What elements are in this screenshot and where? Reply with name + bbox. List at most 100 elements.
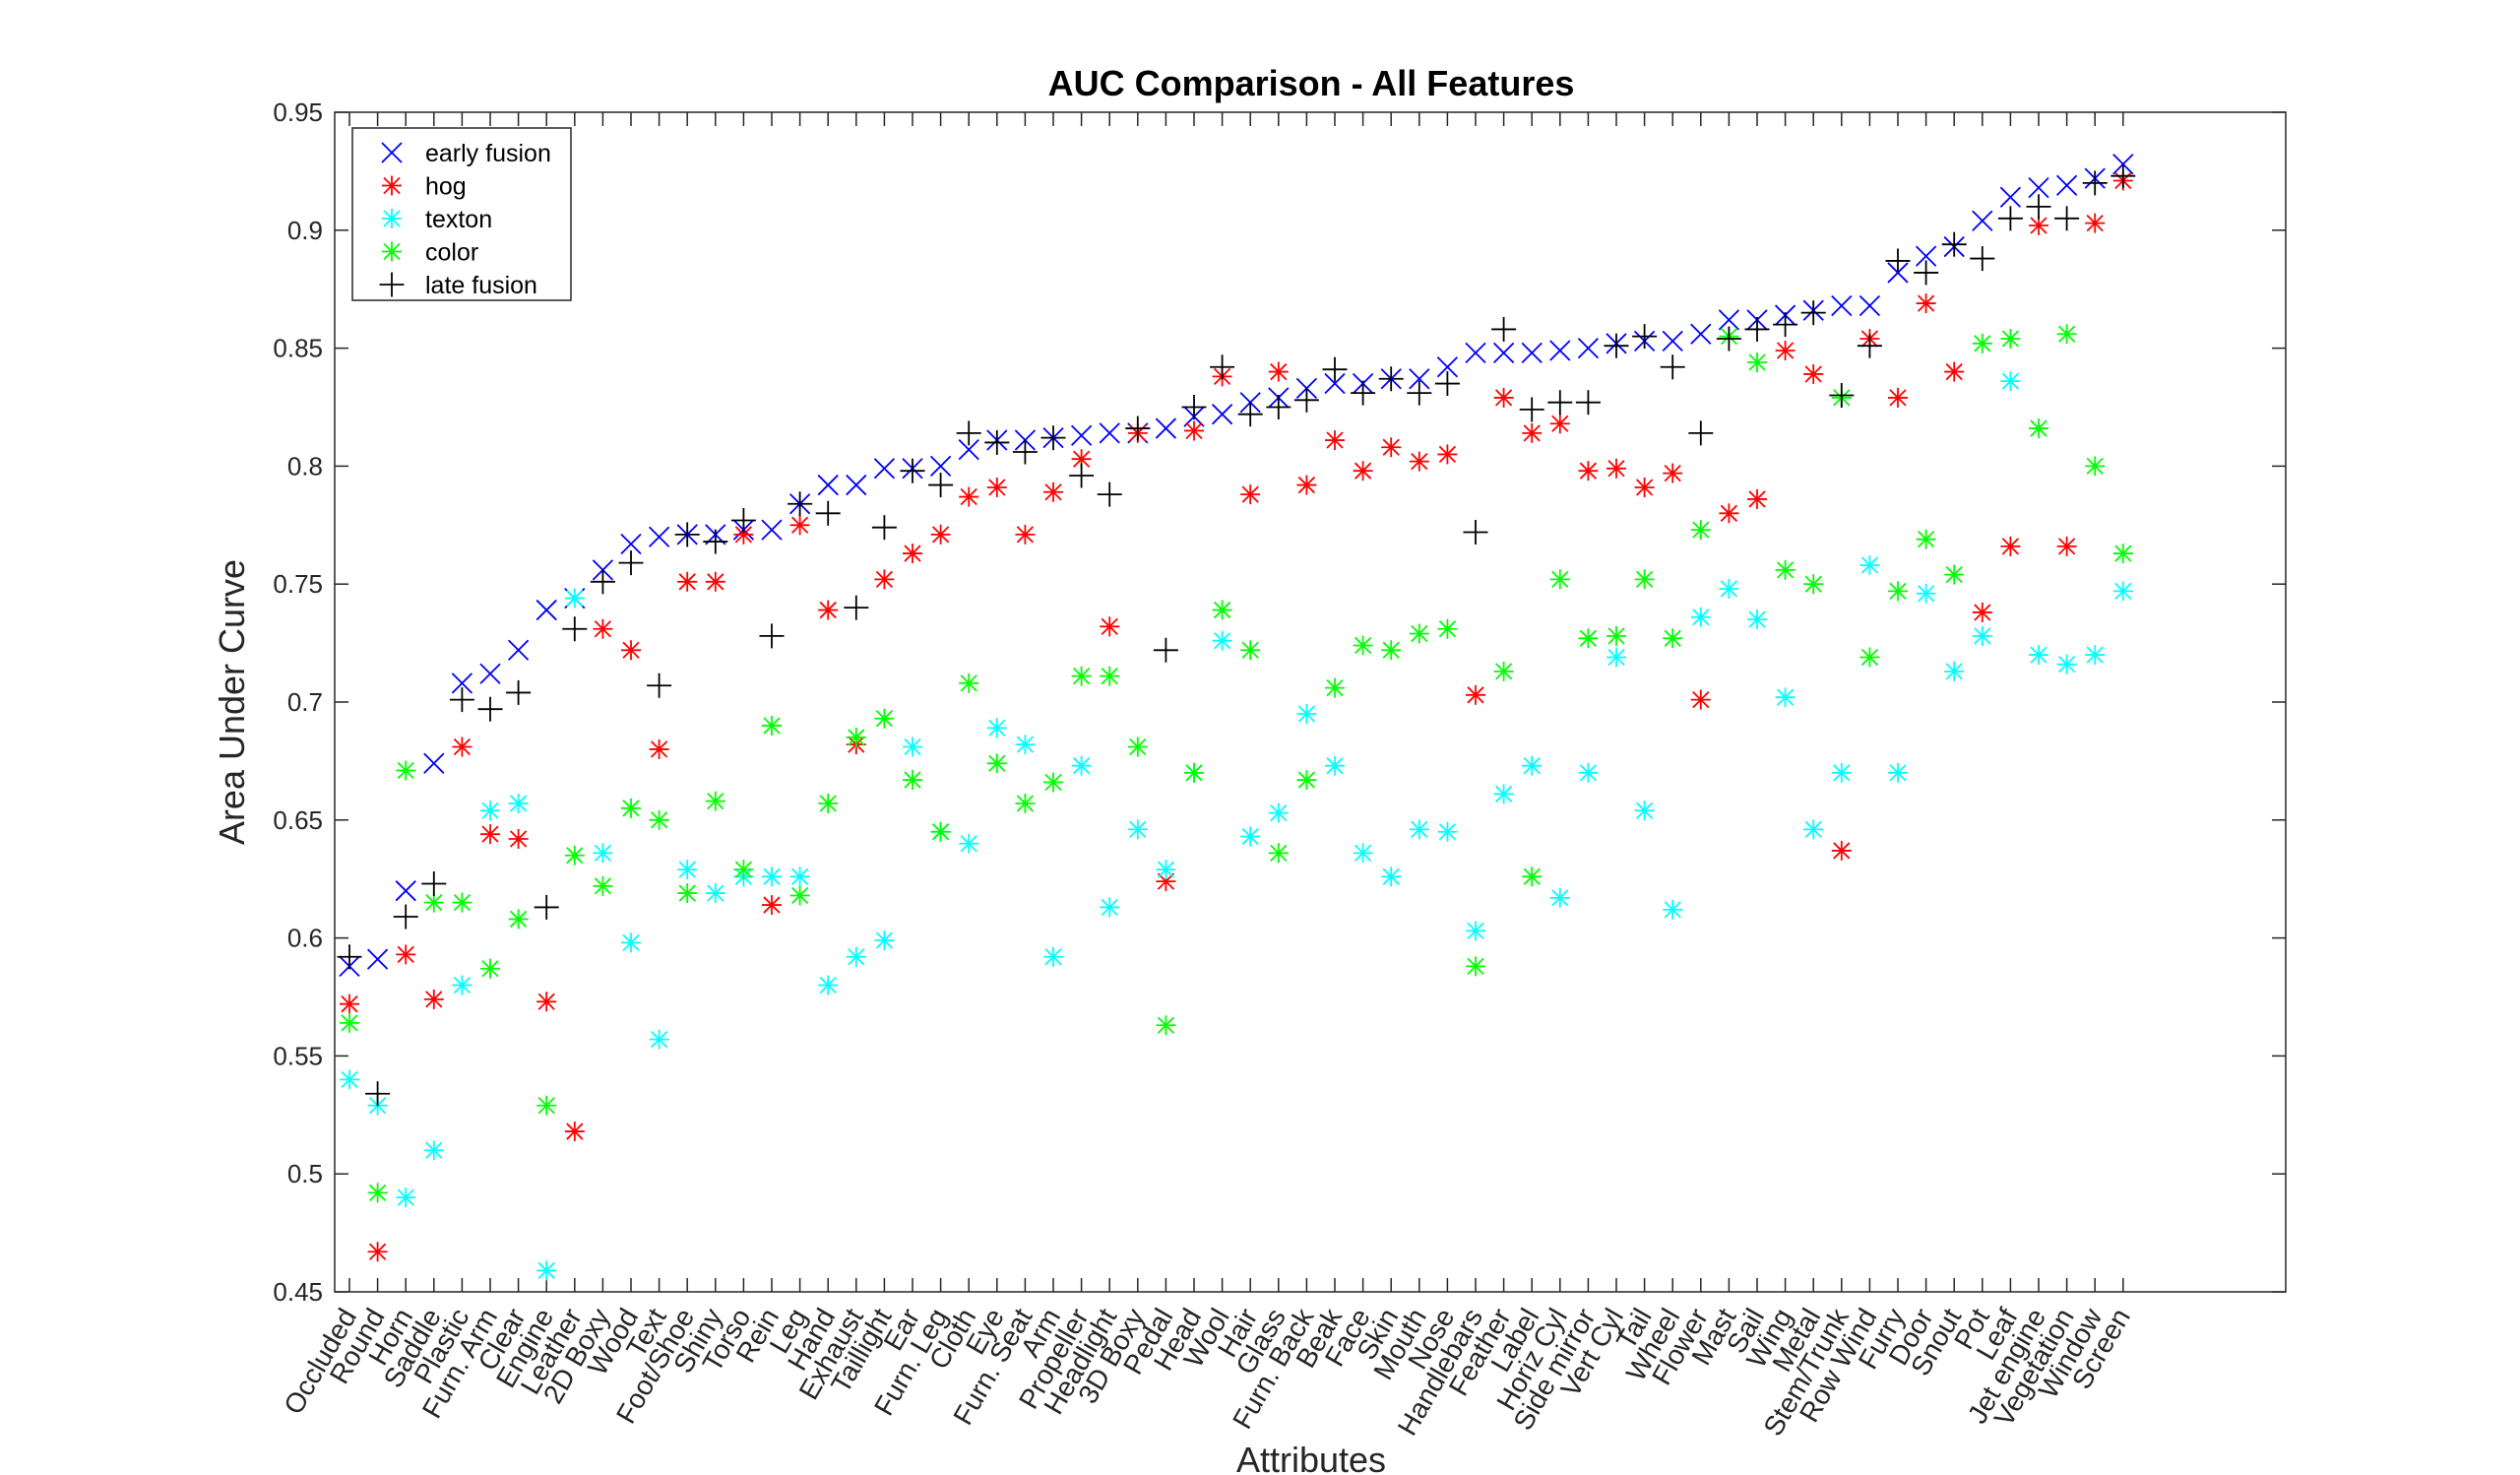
point-hog xyxy=(2056,536,2077,556)
legend-marker xyxy=(382,209,402,228)
point-texton xyxy=(1690,607,1711,627)
point-late-fusion xyxy=(1829,383,1855,409)
point-early-fusion xyxy=(479,663,501,684)
point-texton xyxy=(1634,801,1655,821)
point-texton xyxy=(959,833,979,854)
point-color xyxy=(1916,529,1936,549)
point-color xyxy=(959,673,979,693)
point-hog xyxy=(564,1122,585,1142)
point-texton xyxy=(903,737,922,757)
point-late-fusion xyxy=(703,529,728,554)
point-color xyxy=(1184,762,1204,783)
point-early-fusion xyxy=(1972,210,1993,231)
series-color xyxy=(340,324,2133,1203)
point-early-fusion xyxy=(1211,404,1233,425)
point-late-fusion xyxy=(1970,246,1995,272)
point-hog xyxy=(593,618,613,639)
point-color xyxy=(1634,569,1655,590)
point-color xyxy=(480,958,500,979)
point-color xyxy=(536,1095,557,1116)
point-texton xyxy=(1775,687,1796,708)
point-hog xyxy=(1240,484,1261,505)
point-color xyxy=(1859,647,1880,668)
point-late-fusion xyxy=(1632,324,1658,350)
point-late-fusion xyxy=(1210,354,1235,380)
point-hog xyxy=(1409,451,1429,472)
point-hog xyxy=(1437,444,1458,465)
point-texton xyxy=(1578,762,1599,783)
point-hog xyxy=(536,992,557,1012)
point-color xyxy=(1043,772,1063,793)
point-late-fusion xyxy=(1997,206,2023,231)
point-color xyxy=(1437,618,1458,639)
point-color xyxy=(1690,520,1711,541)
series-early-fusion xyxy=(339,154,2134,977)
y-tick-label: 0.55 xyxy=(273,1041,323,1070)
y-tick-label: 0.5 xyxy=(287,1159,323,1188)
y-tick-label: 0.45 xyxy=(273,1277,323,1307)
point-late-fusion xyxy=(871,515,897,541)
point-early-fusion xyxy=(1831,294,1853,317)
point-early-fusion xyxy=(2028,177,2049,199)
point-early-fusion xyxy=(873,458,896,480)
point-hog xyxy=(452,737,472,757)
point-late-fusion xyxy=(900,458,925,483)
point-color xyxy=(367,1183,388,1203)
point-color xyxy=(1972,333,1992,353)
series-texton xyxy=(340,371,2133,1281)
point-texton xyxy=(1127,819,1148,840)
point-texton xyxy=(874,930,895,950)
point-hog xyxy=(1043,481,1063,502)
legend-marker xyxy=(379,272,405,297)
point-late-fusion xyxy=(1744,316,1770,342)
point-texton xyxy=(593,843,613,864)
point-color xyxy=(1606,625,1626,646)
series-late-fusion xyxy=(337,163,2136,1107)
point-texton xyxy=(1015,735,1036,755)
point-texton xyxy=(1663,899,1683,920)
point-color xyxy=(874,708,895,729)
point-early-fusion xyxy=(423,752,445,774)
point-texton xyxy=(452,975,472,995)
point-texton xyxy=(1916,583,1936,604)
point-late-fusion xyxy=(759,623,785,649)
point-late-fusion xyxy=(1378,366,1404,392)
point-early-fusion xyxy=(1858,294,1881,317)
y-tick-label: 0.75 xyxy=(273,569,323,599)
point-late-fusion xyxy=(1914,260,1939,286)
point-texton xyxy=(1268,802,1289,823)
point-late-fusion xyxy=(1688,420,1714,446)
legend-entry-texton: texton xyxy=(382,206,492,233)
point-texton xyxy=(1549,887,1570,908)
point-hog xyxy=(649,738,669,759)
point-hog xyxy=(903,544,922,564)
point-color xyxy=(1015,794,1036,814)
y-axis-label: Area Under Curve xyxy=(212,559,252,845)
legend-label: texton xyxy=(425,206,492,233)
point-texton xyxy=(1719,578,1739,599)
legend: early fusion hog texton color late fusion xyxy=(351,127,572,301)
x-axis-label: Attributes xyxy=(1236,1440,1386,1475)
point-hog xyxy=(1015,524,1036,545)
point-late-fusion xyxy=(1125,416,1151,441)
point-late-fusion xyxy=(1293,387,1319,413)
point-texton xyxy=(2112,581,2133,602)
legend-entry-late-fusion: late fusion xyxy=(379,272,537,299)
point-texton xyxy=(1522,755,1543,776)
point-hog xyxy=(508,828,529,849)
point-late-fusion xyxy=(421,870,447,896)
legend-label: hog xyxy=(425,173,467,201)
point-texton xyxy=(818,975,839,995)
point-hog xyxy=(762,895,782,916)
point-color xyxy=(508,909,529,930)
point-texton xyxy=(677,860,698,880)
point-hog xyxy=(2000,536,2021,556)
point-texton xyxy=(621,932,641,953)
point-color xyxy=(677,883,698,904)
point-color xyxy=(340,1012,359,1033)
point-late-fusion xyxy=(2082,170,2108,196)
y-tick-label: 0.7 xyxy=(287,687,323,717)
point-late-fusion xyxy=(2110,163,2136,189)
point-late-fusion xyxy=(1040,425,1066,451)
point-hog xyxy=(1944,361,1965,382)
